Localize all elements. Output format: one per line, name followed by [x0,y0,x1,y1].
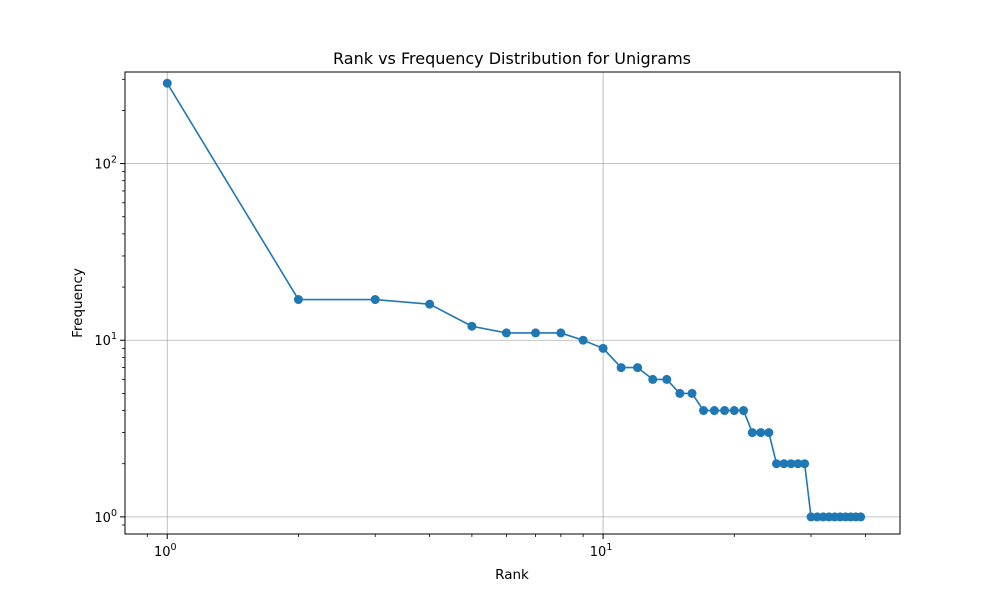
data-point [793,459,803,469]
y-tick-label: 102 [94,155,117,173]
grid-lines [125,72,900,534]
data-point [856,512,866,522]
data-point [756,428,766,438]
data-point [806,512,816,522]
data-point [675,388,685,398]
data-point [786,459,796,469]
data-point [699,406,709,416]
data-point [720,406,730,416]
data-point [425,299,435,309]
data-point [556,328,566,338]
data-point [779,459,789,469]
major-ticks [120,163,604,539]
data-point [648,374,658,384]
data-point [687,388,697,398]
chart-title: Rank vs Frequency Distribution for Unigr… [333,49,691,68]
y-tick-label: 100 [94,508,117,526]
data-point [800,459,810,469]
data-point [598,343,608,353]
data-point [616,363,626,373]
data-point [772,459,782,469]
x-tick-label: 100 [154,542,177,560]
data-point [709,406,719,416]
data-point [764,428,774,438]
data-point [739,406,749,416]
data-point [633,363,643,373]
y-axis-label: Frequency [70,268,86,338]
y-tick-label: 101 [94,331,117,349]
data-point [747,428,757,438]
data-point [531,328,541,338]
x-axis-label: Rank [495,567,529,583]
plot-frame [124,71,901,535]
series-layer [162,78,866,522]
data-point [162,78,172,88]
x-tick-label: 101 [590,542,613,560]
data-point [729,406,739,416]
data-point [501,328,511,338]
data-point [662,374,672,384]
data-point [293,295,303,305]
data-point [578,335,588,345]
data-point [370,295,380,305]
data-point [467,321,477,331]
tick-labels: 100 101 100 101 102 [94,155,612,560]
